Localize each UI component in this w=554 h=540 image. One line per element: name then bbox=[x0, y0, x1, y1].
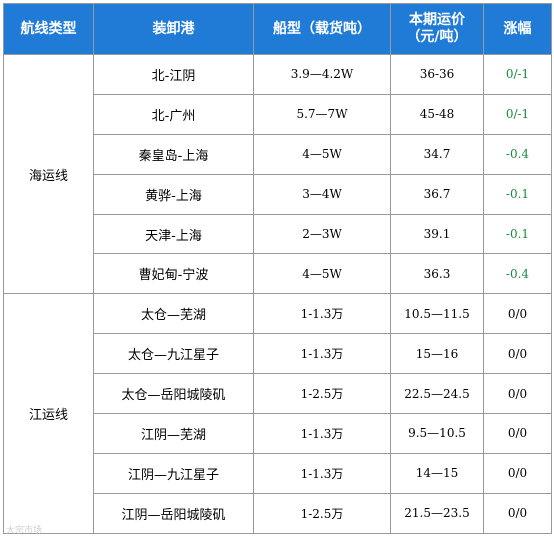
ship-cell: 1-2.5万 bbox=[253, 373, 391, 415]
ship-cell: 3.9—4.2W bbox=[253, 54, 391, 95]
header-port: 装卸港 bbox=[93, 3, 254, 55]
port-cell: 江阴—九江星子 bbox=[93, 452, 254, 494]
header-price-line1: 本期运价 bbox=[409, 12, 465, 28]
price-cell: 22.5—24.5 bbox=[390, 373, 484, 415]
price-cell: 36.7 bbox=[390, 173, 484, 215]
table-row: 北-广州 5.7—7W 45-48 0/-1 bbox=[4, 93, 552, 135]
price-cell: 9.5—10.5 bbox=[390, 413, 484, 454]
change-cell: -0.1 bbox=[483, 213, 552, 255]
price-cell: 14—15 bbox=[390, 452, 484, 494]
watermark: 大宗市场 bbox=[6, 526, 43, 536]
table-row: 天津-上海 2—3W 39.1 -0.1 bbox=[4, 213, 552, 255]
port-cell: 天津-上海 bbox=[93, 213, 254, 255]
ship-cell: 4—5W bbox=[253, 133, 391, 175]
ship-cell: 1-1.3万 bbox=[253, 452, 391, 494]
port-cell: 黄骅-上海 bbox=[93, 173, 254, 215]
table-row: 太仓—九江星子 1-1.3万 15—16 0/0 bbox=[4, 333, 552, 375]
port-cell: 北-江阴 bbox=[93, 54, 254, 95]
ship-cell: 1-2.5万 bbox=[253, 492, 391, 534]
header-change: 涨幅 bbox=[483, 3, 552, 55]
port-cell: 曹妃甸-宁波 bbox=[93, 253, 254, 295]
change-cell: 0/0 bbox=[483, 293, 552, 335]
price-cell: 36.3 bbox=[390, 253, 484, 295]
change-cell: -0.4 bbox=[483, 253, 552, 295]
change-cell: 0/0 bbox=[483, 333, 552, 375]
header-price-line2: （元/吨） bbox=[406, 29, 468, 45]
port-cell: 太仓—九江星子 bbox=[93, 333, 254, 375]
price-cell: 39.1 bbox=[390, 213, 484, 255]
table-row: 江阴—岳阳城陵矶 1-2.5万 21.5—23.5 0/0 bbox=[4, 492, 552, 534]
price-cell: 34.7 bbox=[390, 133, 484, 175]
port-cell: 秦皇岛-上海 bbox=[93, 133, 254, 175]
change-cell: 0/-1 bbox=[483, 93, 552, 135]
port-cell: 太仓—芜湖 bbox=[93, 293, 254, 335]
ship-cell: 1-1.3万 bbox=[253, 293, 391, 335]
change-cell: 0/0 bbox=[483, 452, 552, 494]
port-cell: 江阴—芜湖 bbox=[93, 413, 254, 454]
change-cell: -0.4 bbox=[483, 133, 552, 175]
price-cell: 21.5—23.5 bbox=[390, 492, 484, 534]
table-row: 海运线 北-江阴 3.9—4.2W 36-36 0/-1 bbox=[3, 53, 552, 295]
table-row: 曹妃甸-宁波 4—5W 36.3 -0.4 bbox=[4, 253, 552, 295]
ship-cell: 4—5W bbox=[253, 253, 391, 295]
route-type-cell: 江运线 bbox=[3, 293, 94, 534]
ship-cell: 2—3W bbox=[253, 213, 391, 255]
price-cell: 15—16 bbox=[390, 333, 484, 375]
change-cell: 0/-1 bbox=[483, 54, 552, 95]
port-cell: 北-广州 bbox=[93, 93, 254, 135]
ship-cell: 1-1.3万 bbox=[253, 333, 391, 375]
change-cell: 0/0 bbox=[483, 373, 552, 415]
price-cell: 10.5—11.5 bbox=[390, 293, 484, 335]
header-row: 航线类型 装卸港 船型（载货吨） 本期运价 （元/吨） 涨幅 bbox=[3, 3, 552, 55]
table-row: 太仓—岳阳城陵矶 1-2.5万 22.5—24.5 0/0 bbox=[4, 373, 552, 415]
change-cell: -0.1 bbox=[483, 173, 552, 215]
table-row: 黄骅-上海 3—4W 36.7 -0.1 bbox=[4, 173, 552, 215]
price-cell: 45-48 bbox=[390, 93, 484, 135]
ship-cell: 5.7—7W bbox=[253, 93, 391, 135]
ship-cell: 3—4W bbox=[253, 173, 391, 215]
ship-cell: 1-1.3万 bbox=[253, 413, 391, 454]
header-ship-type: 船型（载货吨） bbox=[253, 3, 391, 55]
header-route-type: 航线类型 bbox=[3, 3, 94, 55]
route-type-cell: 海运线 bbox=[3, 53, 94, 295]
port-cell: 太仓—岳阳城陵矶 bbox=[93, 373, 254, 415]
header-price: 本期运价 （元/吨） bbox=[390, 3, 484, 55]
port-cell: 江阴—岳阳城陵矶 bbox=[93, 492, 254, 534]
change-cell: 0/0 bbox=[483, 413, 552, 454]
change-cell: 0/0 bbox=[483, 492, 552, 534]
table-row: 秦皇岛-上海 4—5W 34.7 -0.4 bbox=[4, 133, 552, 175]
table-row: 江运线 太仓—芜湖 1-1.3万 10.5—11.5 0/0 bbox=[3, 293, 552, 534]
price-cell: 36-36 bbox=[390, 54, 484, 95]
table-row: 江阴—芜湖 1-1.3万 9.5—10.5 0/0 bbox=[4, 413, 552, 454]
freight-rate-table: 航线类型 装卸港 船型（载货吨） 本期运价 （元/吨） 涨幅 海运线 北-江阴 … bbox=[3, 3, 552, 534]
